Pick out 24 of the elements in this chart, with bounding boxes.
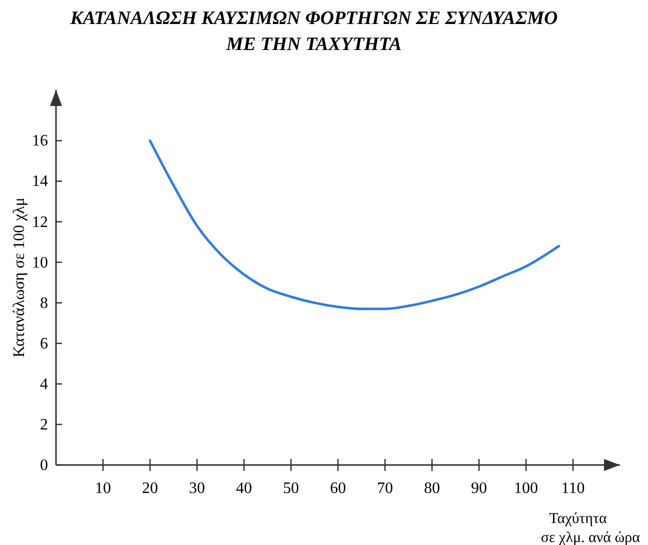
y-tick-label: 0 xyxy=(40,457,48,474)
chart-title: ΚΑΤΑΝΑΛΩΣΗ ΚΑΥΣΙΜΩΝ ΦΟΡΤΗΓΩΝ ΣΕ ΣΥΝΔΥΑΣΜΟ ΜΕ ΤΗΝ ΤΑΧΥΤΗΤΑ xyxy=(69,8,558,55)
x-tick-label: 100 xyxy=(514,480,538,497)
x-tick-label: 60 xyxy=(330,480,346,497)
x-tick-label: 10 xyxy=(95,480,111,497)
x-tick-label: 50 xyxy=(283,480,299,497)
x-tick-label: 40 xyxy=(236,480,252,497)
x-tick-label: 20 xyxy=(142,480,158,497)
y-tick-label: 10 xyxy=(32,254,48,272)
line-series xyxy=(148,139,560,310)
y-tick-label: 6 xyxy=(40,335,48,352)
x-tick-label: 30 xyxy=(189,480,205,497)
y-axis-title: Κατανάλωση σε 100 χλμ xyxy=(11,198,28,358)
y-tick-label: 2 xyxy=(40,416,48,434)
y-tick-label: 8 xyxy=(40,294,48,312)
x-axis-title: Ταχύτητα σε χλμ. ανά ώρα xyxy=(540,511,640,545)
y-tick-label: 12 xyxy=(32,214,48,231)
y-tick-label: 4 xyxy=(40,376,48,393)
x-tick-label: 90 xyxy=(471,480,487,497)
x-tick-label: 70 xyxy=(377,480,393,497)
x-tick-label: 110 xyxy=(561,480,585,497)
y-tick-label: 14 xyxy=(32,173,48,190)
y-tick-label: 16 xyxy=(32,132,48,150)
x-tick-label: 80 xyxy=(424,480,440,497)
